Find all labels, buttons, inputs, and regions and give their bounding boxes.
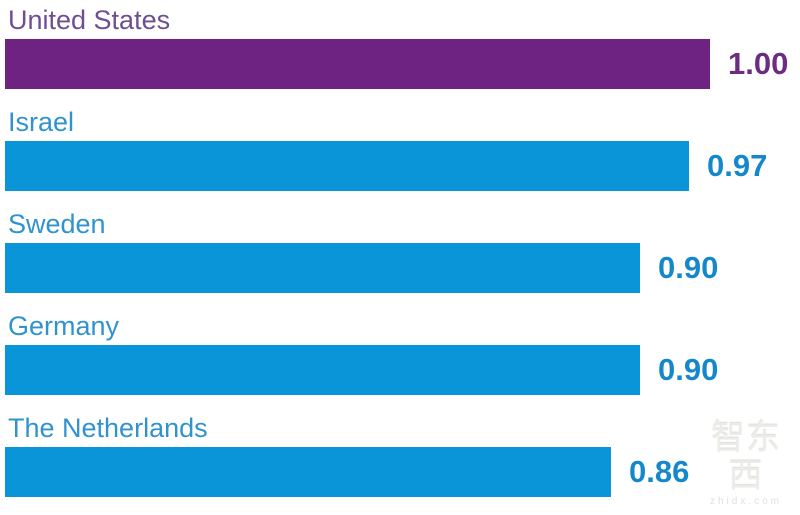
chart-row: Sweden 0.90 xyxy=(5,208,800,293)
bar-line: 0.90 xyxy=(5,345,800,395)
value-label: 0.97 xyxy=(707,148,768,183)
bar-chart: United States 1.00 Israel 0.97 Sweden 0.… xyxy=(5,4,800,497)
bar-line: 0.97 xyxy=(5,141,800,191)
chart-row: United States 1.00 xyxy=(5,4,800,89)
category-label: Israel xyxy=(8,107,75,137)
value-label: 1.00 xyxy=(728,46,789,81)
category-label: Sweden xyxy=(8,209,106,239)
value-label: 0.86 xyxy=(629,454,690,489)
bar-line: 0.86 xyxy=(5,447,800,497)
chart-row: Germany 0.90 xyxy=(5,310,800,395)
category-label: United States xyxy=(8,5,171,35)
bar xyxy=(5,141,689,191)
bar xyxy=(5,243,640,293)
chart-row: Israel 0.97 xyxy=(5,106,800,191)
bar xyxy=(5,39,710,89)
value-label: 0.90 xyxy=(658,352,719,387)
bar-line: 0.90 xyxy=(5,243,800,293)
bar-line: 1.00 xyxy=(5,39,800,89)
chart-row: The Netherlands 0.86 xyxy=(5,412,800,497)
watermark-url: zhidx.com xyxy=(709,496,782,507)
bar xyxy=(5,447,611,497)
category-label: The Netherlands xyxy=(8,413,208,443)
category-label: Germany xyxy=(8,311,120,341)
bar xyxy=(5,345,640,395)
value-label: 0.90 xyxy=(658,250,719,285)
